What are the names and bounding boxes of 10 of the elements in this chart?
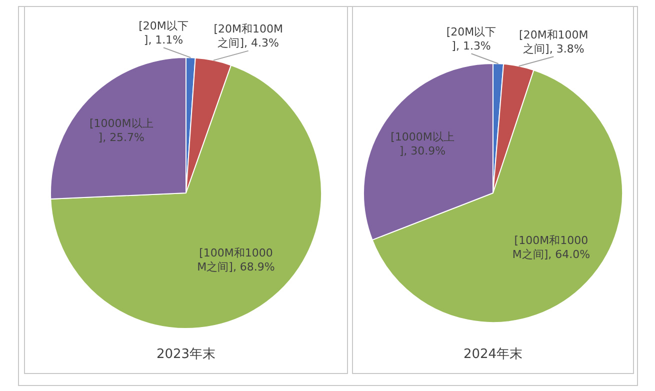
slice-label: [20M和100M之间], 3.8% <box>519 28 588 56</box>
slice-label: [20M以下], 1.3% <box>446 25 496 52</box>
text: 2023年末 <box>155 346 217 363</box>
slice-label: [100M和1000M之间], 64.0% <box>512 234 590 262</box>
slice-label: [20M和100M之间], 4.3% <box>214 22 283 50</box>
slice-label: [1000M以上], 30.9% <box>390 130 454 158</box>
text: 2024年末 <box>462 346 524 363</box>
slice-label: [20M以下], 1.1% <box>138 19 188 46</box>
slice-label: [100M和1000M之间], 68.9% <box>197 246 275 274</box>
slice-label: [1000M以上], 25.7% <box>90 117 154 144</box>
